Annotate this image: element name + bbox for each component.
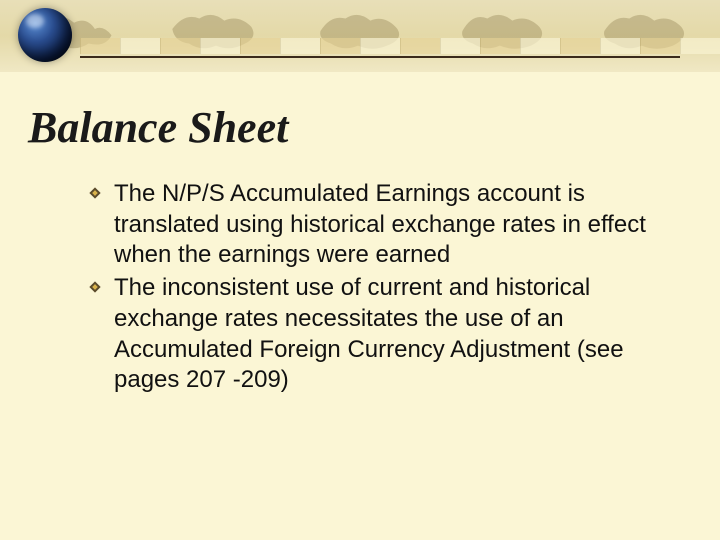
list-item: The N/P/S Accumulated Earnings account i… [92,179,664,271]
diamond-bullet-icon [88,280,102,294]
diamond-bullet-icon [88,186,102,200]
list-item-text: The inconsistent use of current and hist… [114,274,624,393]
banner [0,0,720,72]
bullet-list: The N/P/S Accumulated Earnings account i… [92,179,664,396]
slide-title: Balance Sheet [28,102,720,153]
globe-icon [18,8,72,62]
list-item: The inconsistent use of current and hist… [92,273,664,396]
decor-band [80,38,720,54]
list-item-text: The N/P/S Accumulated Earnings account i… [114,180,646,268]
banner-underline [80,56,680,58]
